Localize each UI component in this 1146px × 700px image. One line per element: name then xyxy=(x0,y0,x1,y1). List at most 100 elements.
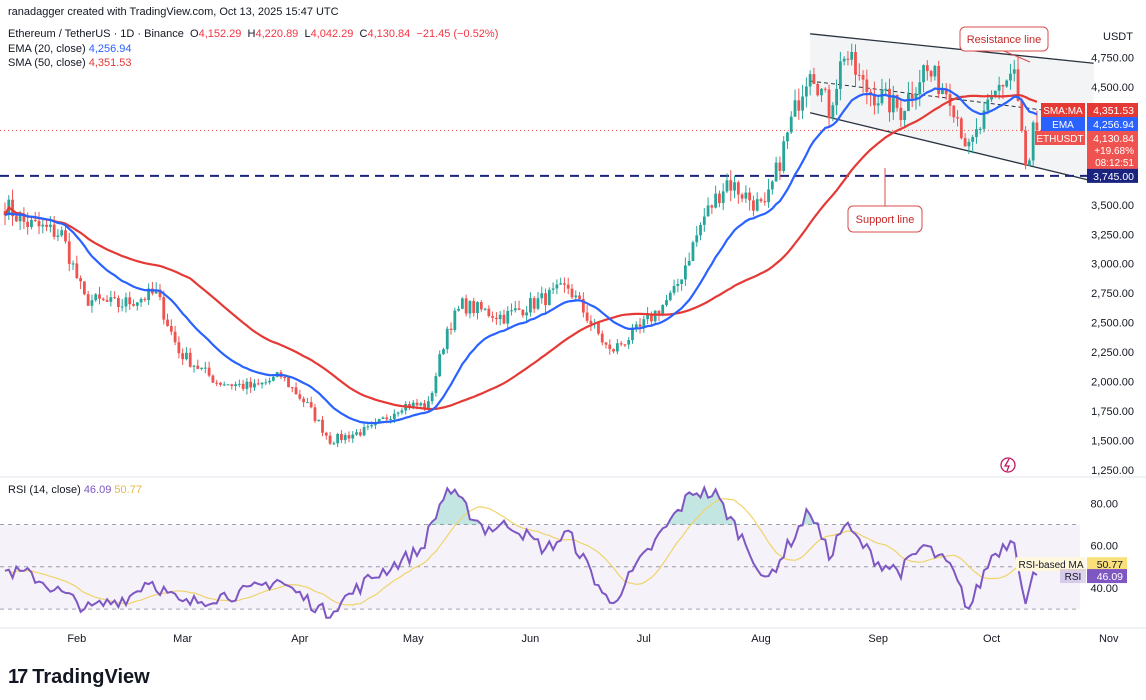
candle-body[interactable] xyxy=(192,365,196,367)
rsi-line[interactable] xyxy=(4,484,1038,619)
candle-body[interactable] xyxy=(914,94,918,99)
candle-body[interactable] xyxy=(627,340,631,345)
candle-body[interactable] xyxy=(355,432,358,435)
candle-body[interactable] xyxy=(1031,122,1035,161)
candle-body[interactable] xyxy=(120,306,124,308)
candle-body[interactable] xyxy=(377,418,381,423)
candle-body[interactable] xyxy=(351,434,355,439)
candle-body[interactable] xyxy=(793,100,797,117)
candle-body[interactable] xyxy=(1012,69,1016,74)
candle-body[interactable] xyxy=(347,435,351,439)
candle-body[interactable] xyxy=(343,435,347,440)
candle-body[interactable] xyxy=(986,99,990,111)
candle-body[interactable] xyxy=(253,383,256,388)
candle-body[interactable] xyxy=(487,308,491,317)
candle-body[interactable] xyxy=(302,398,306,403)
ema-tag-value-box[interactable] xyxy=(1087,117,1138,131)
candle-body[interactable] xyxy=(30,219,33,228)
candle-body[interactable] xyxy=(219,382,222,385)
candle-body[interactable] xyxy=(366,426,370,428)
candle-body[interactable] xyxy=(445,328,449,350)
candle-body[interactable] xyxy=(563,283,566,285)
sma-tag-label-box[interactable] xyxy=(1041,103,1085,117)
candle-body[interactable] xyxy=(941,88,944,95)
candle-body[interactable] xyxy=(392,413,396,420)
candle-body[interactable] xyxy=(797,100,801,111)
candle-body[interactable] xyxy=(332,443,336,445)
candle-body[interactable] xyxy=(430,392,434,402)
candle-body[interactable] xyxy=(143,299,147,301)
candle-body[interactable] xyxy=(309,402,313,408)
candle-body[interactable] xyxy=(740,194,744,199)
candle-body[interactable] xyxy=(226,384,230,386)
sma-50-line[interactable] xyxy=(4,93,1038,411)
candle-body[interactable] xyxy=(41,224,45,227)
candle-body[interactable] xyxy=(358,432,362,436)
candle-body[interactable] xyxy=(188,352,192,367)
candle-body[interactable] xyxy=(419,403,423,406)
candle-body[interactable] xyxy=(808,74,812,87)
candle-body[interactable] xyxy=(37,221,41,227)
candle-body[interactable] xyxy=(733,182,736,191)
candle-body[interactable] xyxy=(117,297,120,308)
rsi-ma-line[interactable] xyxy=(4,497,1037,606)
candle-body[interactable] xyxy=(604,342,608,345)
candle-body[interactable] xyxy=(498,314,502,320)
candle-body[interactable] xyxy=(230,384,234,386)
candle-body[interactable] xyxy=(755,199,759,211)
candle-body[interactable] xyxy=(823,88,827,90)
last-price-box[interactable] xyxy=(1087,131,1138,169)
candle-body[interactable] xyxy=(574,295,578,298)
candle-body[interactable] xyxy=(317,419,321,421)
candle-body[interactable] xyxy=(585,312,589,321)
candle-body[interactable] xyxy=(124,297,128,307)
candle-body[interactable] xyxy=(109,297,113,302)
candle-body[interactable] xyxy=(75,263,79,279)
candle-body[interactable] xyxy=(532,298,536,309)
candle-body[interactable] xyxy=(816,84,820,96)
candle-body[interactable] xyxy=(642,319,646,327)
candle-body[interactable] xyxy=(657,310,661,315)
candle-body[interactable] xyxy=(502,314,506,324)
candle-body[interactable] xyxy=(865,79,869,92)
candle-body[interactable] xyxy=(1005,80,1009,87)
candle-body[interactable] xyxy=(457,308,460,311)
candle-body[interactable] xyxy=(782,141,786,171)
candle-body[interactable] xyxy=(298,394,302,399)
candle-body[interactable] xyxy=(547,289,551,306)
candle-body[interactable] xyxy=(241,383,245,389)
candle-body[interactable] xyxy=(11,199,14,217)
candle-body[interactable] xyxy=(963,138,967,147)
candle-body[interactable] xyxy=(135,302,139,306)
candle-body[interactable] xyxy=(975,129,978,138)
candle-body[interactable] xyxy=(827,89,831,119)
last-price-label-box[interactable] xyxy=(1035,131,1085,145)
candle-body[interactable] xyxy=(589,320,593,325)
candle-body[interactable] xyxy=(801,96,804,111)
candle-body[interactable] xyxy=(1024,130,1027,166)
candle-body[interactable] xyxy=(517,308,521,310)
candle-body[interactable] xyxy=(1035,122,1039,131)
sma-legend[interactable]: SMA (50, close) 4,351.53 xyxy=(8,57,132,69)
candle-body[interactable] xyxy=(581,299,585,313)
candle-body[interactable] xyxy=(94,294,98,301)
candle-body[interactable] xyxy=(166,319,169,327)
candle-body[interactable] xyxy=(895,94,899,108)
candle-body[interactable] xyxy=(222,384,226,386)
candle-body[interactable] xyxy=(385,417,389,420)
candle-body[interactable] xyxy=(665,300,668,306)
candle-body[interactable] xyxy=(411,402,415,409)
candle-body[interactable] xyxy=(491,316,495,318)
candle-body[interactable] xyxy=(597,323,600,334)
candle-body[interactable] xyxy=(60,230,64,236)
candle-body[interactable] xyxy=(290,387,294,389)
candle-body[interactable] xyxy=(26,221,30,228)
candle-body[interactable] xyxy=(578,295,581,300)
candle-body[interactable] xyxy=(774,162,778,182)
candle-body[interactable] xyxy=(842,58,846,62)
candle-body[interactable] xyxy=(483,308,487,310)
candle-body[interactable] xyxy=(362,427,366,436)
candle-body[interactable] xyxy=(661,305,665,315)
candle-body[interactable] xyxy=(200,367,203,369)
